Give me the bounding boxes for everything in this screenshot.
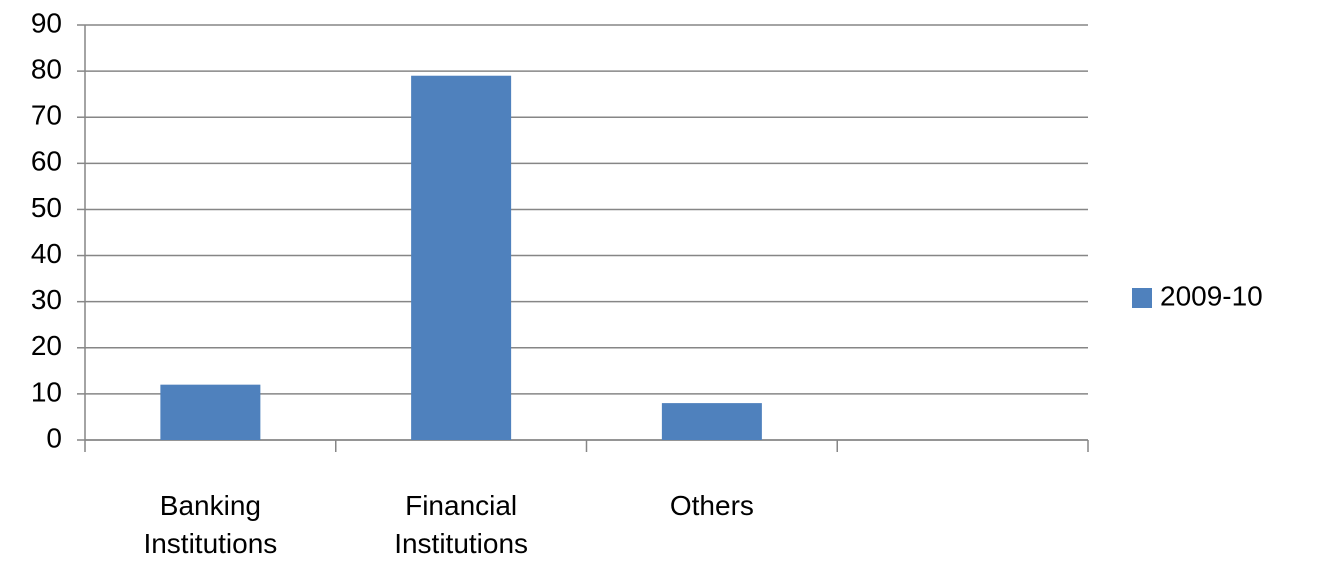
bar [411,75,512,440]
legend-label: 2009-10 [1160,280,1263,311]
y-tick-label: 70 [31,100,62,131]
x-tick-label: Others [669,490,754,521]
bar [661,403,762,440]
y-tick-label: 40 [31,238,62,269]
y-tick-label: 0 [46,422,62,453]
y-tick-label: 80 [31,54,62,85]
legend-swatch [1132,288,1152,308]
x-tick-label: Banking Institutions [143,490,278,559]
y-tick-label: 30 [31,284,62,315]
y-tick-label: 90 [31,7,62,38]
y-tick-label: 60 [31,146,62,177]
bar [160,384,261,440]
y-tick-label: 10 [31,376,62,407]
x-tick-label: Financial Institutions [394,490,529,559]
y-tick-label: 50 [31,192,62,223]
y-tick-label: 20 [31,330,62,361]
